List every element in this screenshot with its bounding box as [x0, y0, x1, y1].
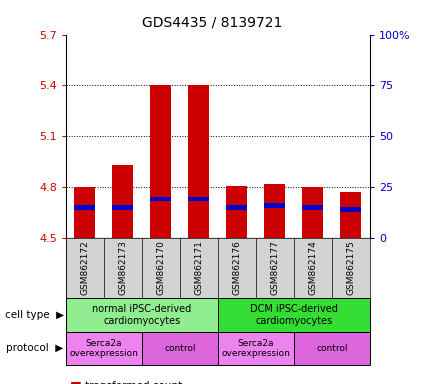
Bar [66, 298, 218, 332]
Bar [227, 185, 247, 238]
Bar [112, 205, 133, 210]
Bar [294, 332, 370, 365]
Text: GSM862170: GSM862170 [156, 240, 165, 295]
Bar [340, 207, 361, 212]
Bar [150, 85, 171, 238]
Bar [188, 197, 209, 202]
Text: Serca2a
overexpression: Serca2a overexpression [221, 339, 290, 358]
Bar [227, 205, 247, 210]
Text: control: control [316, 344, 348, 353]
Bar [66, 332, 142, 365]
Text: transformed count: transformed count [85, 381, 182, 384]
Bar [302, 205, 323, 210]
Bar [112, 165, 133, 238]
Text: GSM862172: GSM862172 [80, 240, 89, 295]
Bar [264, 204, 285, 208]
Bar [264, 184, 285, 238]
Bar [74, 187, 95, 238]
Text: GDS4435 / 8139721: GDS4435 / 8139721 [142, 15, 283, 29]
Text: cell type  ▶: cell type ▶ [5, 310, 64, 320]
Text: GSM862176: GSM862176 [232, 240, 241, 295]
Text: protocol  ▶: protocol ▶ [6, 343, 64, 354]
Text: GSM862175: GSM862175 [346, 240, 355, 295]
Text: control: control [164, 344, 196, 353]
Bar [150, 197, 171, 202]
Bar [340, 192, 361, 238]
Text: ■: ■ [70, 379, 82, 384]
Bar [302, 187, 323, 238]
Text: normal iPSC-derived
cardiomyocytes: normal iPSC-derived cardiomyocytes [92, 304, 192, 326]
Text: DCM iPSC-derived
cardiomyocytes: DCM iPSC-derived cardiomyocytes [250, 304, 338, 326]
Bar [74, 205, 95, 210]
Bar [142, 332, 218, 365]
Text: Serca2a
overexpression: Serca2a overexpression [69, 339, 138, 358]
Text: GSM862173: GSM862173 [118, 240, 127, 295]
Text: GSM862177: GSM862177 [270, 240, 279, 295]
Bar [218, 332, 294, 365]
Text: GSM862171: GSM862171 [194, 240, 203, 295]
Bar [188, 85, 209, 238]
Text: GSM862174: GSM862174 [308, 240, 317, 295]
Bar [218, 298, 370, 332]
